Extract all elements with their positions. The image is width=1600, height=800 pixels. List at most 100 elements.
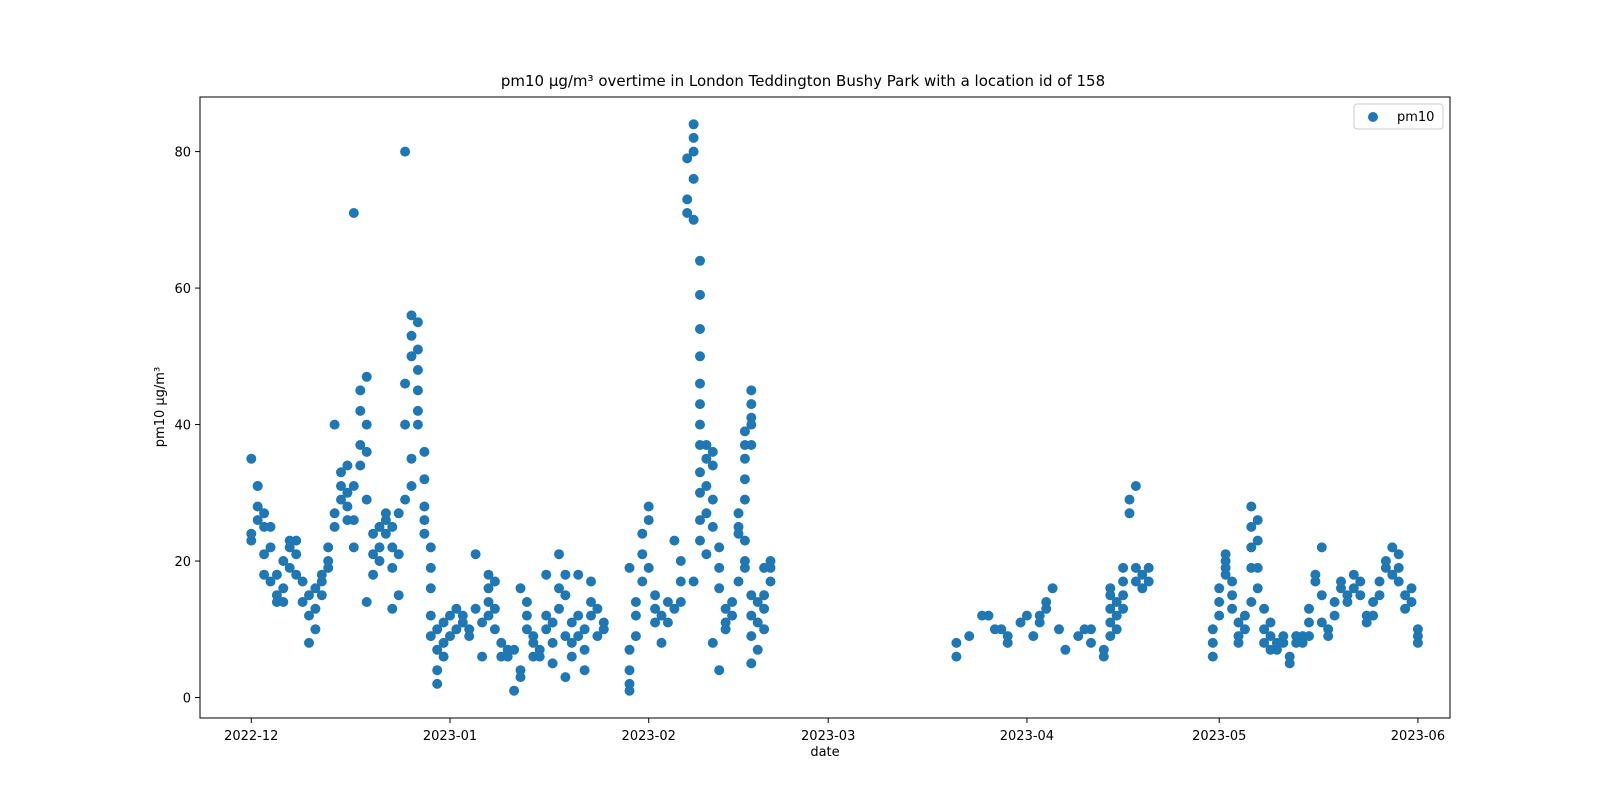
data-point — [502, 651, 513, 662]
data-point — [746, 590, 757, 601]
data-point — [1118, 562, 1129, 573]
data-point — [425, 542, 436, 553]
data-point — [368, 528, 379, 539]
data-point — [438, 617, 449, 628]
data-point — [1361, 617, 1372, 628]
data-point — [707, 521, 718, 532]
data-point — [528, 637, 539, 648]
data-point — [573, 569, 584, 580]
data-point — [1380, 562, 1391, 573]
data-point — [419, 474, 430, 485]
data-point — [662, 597, 673, 607]
data-point — [746, 399, 757, 410]
data-point — [1348, 583, 1359, 594]
data-point — [560, 569, 571, 580]
data-point — [1239, 624, 1250, 635]
plot-frame — [199, 96, 1451, 719]
data-point — [336, 481, 346, 491]
data-point — [541, 610, 552, 621]
data-point — [586, 610, 596, 621]
data-point — [727, 610, 738, 621]
data-point — [1086, 637, 1096, 648]
data-point — [592, 603, 603, 614]
data-point — [560, 590, 571, 601]
data-point — [630, 631, 641, 642]
chart-title: pm10 µg/m³ overtime in London Teddington… — [501, 72, 1105, 90]
data-point — [739, 494, 750, 505]
data-point — [521, 610, 532, 621]
data-point — [573, 631, 584, 642]
data-point — [419, 446, 430, 457]
data-point — [643, 515, 654, 526]
data-point — [592, 631, 603, 642]
data-point — [1073, 631, 1084, 642]
data-point — [643, 562, 654, 573]
data-point — [624, 562, 635, 573]
data-point — [1111, 624, 1122, 635]
data-point — [348, 208, 359, 218]
data-point — [765, 562, 776, 573]
data-point — [1047, 583, 1058, 594]
data-point — [566, 637, 577, 648]
data-point — [380, 528, 391, 539]
data-point — [688, 214, 699, 225]
data-point — [746, 631, 757, 642]
data-point — [1086, 624, 1096, 635]
data-point — [688, 173, 699, 184]
data-point — [1316, 542, 1327, 553]
data-point — [1118, 603, 1129, 614]
data-point — [695, 378, 705, 389]
data-point — [695, 487, 705, 498]
data-point — [688, 119, 699, 130]
data-point — [650, 590, 661, 601]
data-point — [752, 644, 763, 655]
data-point — [259, 508, 270, 519]
data-point — [412, 344, 423, 355]
data-point — [336, 494, 346, 505]
data-point — [650, 603, 661, 614]
data-point — [1227, 603, 1238, 614]
data-point — [361, 494, 372, 505]
data-point — [406, 310, 417, 321]
data-point — [695, 255, 705, 266]
data-point — [746, 610, 757, 621]
data-point — [445, 610, 455, 621]
data-point — [701, 481, 712, 491]
data-point — [1374, 576, 1385, 587]
data-point — [1207, 651, 1218, 662]
data-point — [688, 146, 699, 157]
data-point — [1252, 535, 1263, 546]
legend: pm10 — [1353, 103, 1444, 130]
data-point — [457, 617, 468, 628]
data-point — [432, 624, 443, 635]
data-point — [1271, 644, 1282, 655]
data-point — [432, 678, 443, 689]
data-point — [1137, 583, 1148, 594]
data-point — [521, 624, 532, 635]
data-point — [688, 132, 699, 143]
data-point — [1304, 631, 1314, 642]
x-axis-label: date — [810, 745, 839, 760]
points-layer — [246, 119, 1423, 696]
data-point — [746, 440, 757, 450]
data-point — [1252, 562, 1263, 573]
y-tick-label: 80 — [174, 146, 191, 161]
data-point — [329, 419, 340, 430]
y-axis: 0 20 40 60 80 — [174, 146, 200, 707]
data-point — [624, 678, 635, 689]
data-point — [759, 624, 770, 635]
data-point — [701, 440, 712, 450]
data-point — [739, 426, 750, 437]
data-point — [278, 597, 289, 607]
data-point — [361, 371, 372, 382]
data-point — [252, 481, 263, 491]
data-point — [412, 365, 423, 375]
data-point — [695, 419, 705, 430]
data-point — [643, 501, 654, 512]
data-point — [323, 542, 334, 553]
data-point — [566, 617, 577, 628]
data-point — [1355, 576, 1366, 587]
data-point — [1118, 576, 1129, 587]
data-point — [489, 603, 500, 614]
data-point — [1220, 549, 1231, 560]
